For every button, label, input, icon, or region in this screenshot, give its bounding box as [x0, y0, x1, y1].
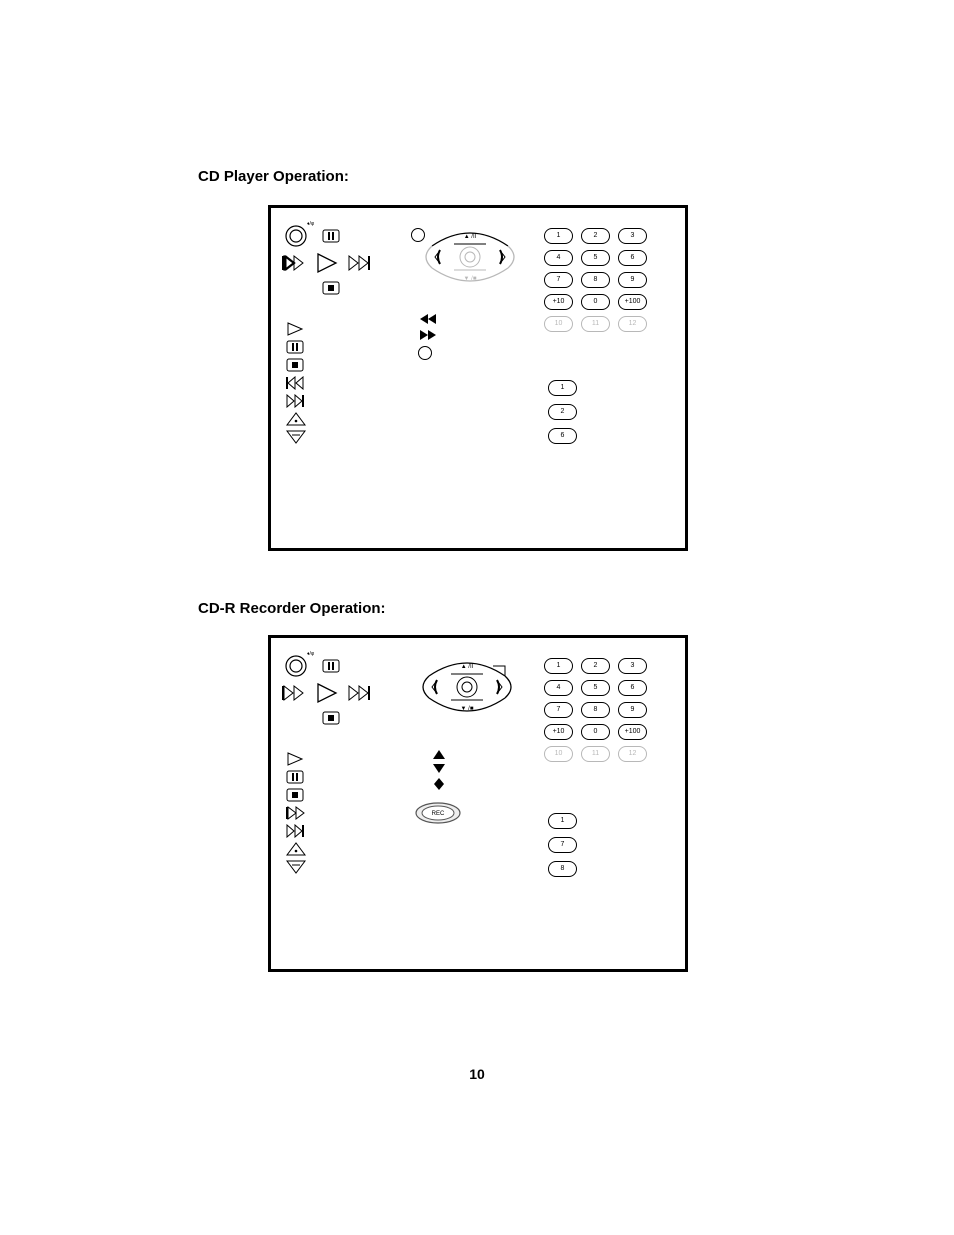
select-up-icon[interactable]: [433, 750, 445, 760]
right-list-0[interactable]: 1: [548, 380, 577, 396]
svg-text:REC: REC: [432, 811, 445, 817]
play-icon[interactable]: [315, 682, 339, 704]
right-list-1[interactable]: 7: [548, 837, 577, 853]
right-list-1[interactable]: 2: [548, 404, 577, 420]
numpad-6[interactable]: 6: [618, 250, 647, 266]
numpad-2[interactable]: 2: [581, 658, 610, 674]
svg-text:▼ /■: ▼ /■: [461, 706, 474, 712]
side-pause-icon: [286, 770, 306, 784]
numpad-8[interactable]: 8: [581, 702, 610, 718]
svg-text:▲ /II: ▲ /II: [464, 234, 477, 240]
remote-cluster[interactable]: ▲ /II ▼ /■ ••: [424, 226, 516, 288]
next-icon[interactable]: [348, 254, 372, 272]
seek-back-icon[interactable]: [420, 314, 438, 324]
rec-button[interactable]: REC: [414, 801, 462, 825]
disc-open-indicator: [411, 228, 425, 242]
heading-player: CD Player Operation:: [198, 168, 349, 185]
right-list-2[interactable]: 8: [548, 861, 577, 877]
side-eject-down-icon: [286, 430, 306, 444]
power-mark: ♦/φ: [307, 221, 314, 227]
numpad-9[interactable]: 9: [618, 272, 647, 288]
select-mark-icon: [433, 778, 445, 790]
remote-cluster[interactable]: ▲ /II ▼ /■: [421, 656, 513, 718]
numpad-plus10[interactable]: +10: [544, 294, 573, 310]
disc-open-indicator-2: [418, 346, 432, 360]
pause-icon[interactable]: [322, 659, 340, 673]
select-down-icon[interactable]: [433, 763, 445, 773]
page: CD Player Operation: ♦/φ: [0, 0, 954, 1235]
stop-icon[interactable]: [322, 281, 340, 295]
numpad-10: 10: [544, 746, 573, 762]
side-eject-down-icon: [286, 860, 306, 874]
numpad-plus100[interactable]: +100: [618, 294, 647, 310]
numpad-5[interactable]: 5: [581, 680, 610, 696]
next-icon[interactable]: [348, 684, 372, 702]
seek-fwd-icon[interactable]: [420, 330, 438, 340]
svg-text:▲ /II: ▲ /II: [461, 664, 474, 670]
numpad-1[interactable]: 1: [544, 658, 573, 674]
side-play-icon: [286, 752, 306, 766]
pause-icon[interactable]: [322, 229, 340, 243]
numpad-plus100[interactable]: +100: [618, 724, 647, 740]
side-prev-icon: [286, 806, 306, 820]
numpad-0[interactable]: 0: [581, 294, 610, 310]
numpad-7[interactable]: 7: [544, 272, 573, 288]
numpad-7[interactable]: 7: [544, 702, 573, 718]
numpad-11: 11: [581, 316, 610, 332]
side-eject-up-icon: [286, 412, 306, 426]
side-prev-icon: [286, 376, 306, 390]
side-stop-icon: [286, 788, 306, 802]
numpad-6[interactable]: 6: [618, 680, 647, 696]
svg-text:▼ /■: ▼ /■: [464, 276, 477, 282]
right-list-2[interactable]: 6: [548, 428, 577, 444]
prev-icon[interactable]: [282, 684, 306, 702]
side-next-icon: [286, 824, 306, 838]
numpad-9[interactable]: 9: [618, 702, 647, 718]
numpad-3[interactable]: 3: [618, 228, 647, 244]
numpad-8[interactable]: 8: [581, 272, 610, 288]
side-pause-icon: [286, 340, 306, 354]
page-number: 10: [469, 1066, 485, 1082]
right-list-0[interactable]: 1: [548, 813, 577, 829]
power-mark: ♦/φ: [307, 651, 314, 657]
stop-icon[interactable]: [322, 711, 340, 725]
side-eject-up-icon: [286, 842, 306, 856]
numpad-0[interactable]: 0: [581, 724, 610, 740]
numpad-5[interactable]: 5: [581, 250, 610, 266]
numpad-12: 12: [618, 746, 647, 762]
numpad-12: 12: [618, 316, 647, 332]
panel-recorder: ♦/φ: [268, 635, 688, 972]
numpad-10: 10: [544, 316, 573, 332]
prev-icon[interactable]: [282, 254, 306, 272]
svg-text:••: ••: [469, 249, 472, 254]
numpad-4[interactable]: 4: [544, 250, 573, 266]
numpad-plus10[interactable]: +10: [544, 724, 573, 740]
side-stop-icon: [286, 358, 306, 372]
heading-recorder: CD-R Recorder Operation:: [198, 600, 386, 617]
numpad-4[interactable]: 4: [544, 680, 573, 696]
numpad-2[interactable]: 2: [581, 228, 610, 244]
side-next-icon: [286, 394, 306, 408]
panel-player: ♦/φ: [268, 205, 688, 551]
numpad-3[interactable]: 3: [618, 658, 647, 674]
side-play-icon: [286, 322, 306, 336]
power-icon[interactable]: [284, 224, 308, 248]
numpad-1[interactable]: 1: [544, 228, 573, 244]
power-icon[interactable]: [284, 654, 308, 678]
play-icon[interactable]: [315, 252, 339, 274]
numpad-11: 11: [581, 746, 610, 762]
